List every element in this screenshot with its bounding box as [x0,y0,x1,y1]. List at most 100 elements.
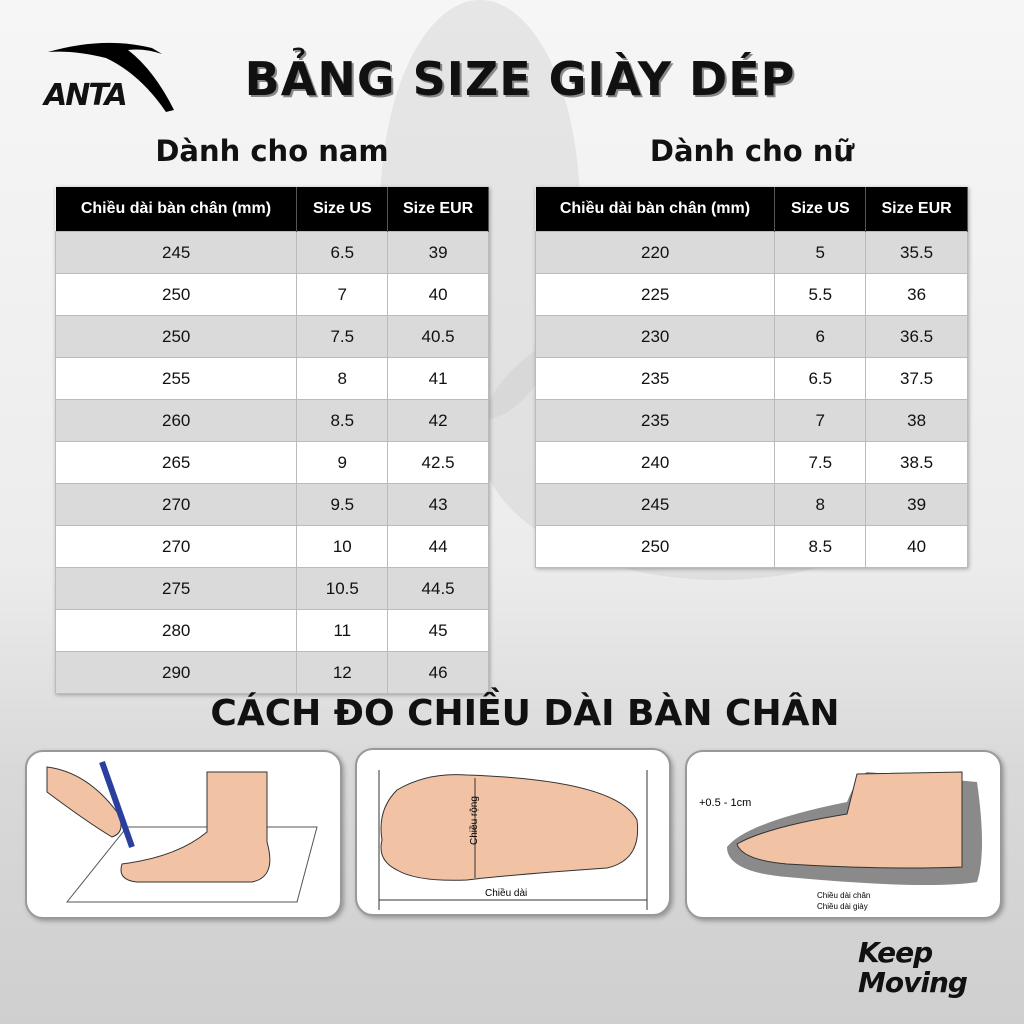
foot-length-cell: 260 [54,399,298,442]
foot-length-cell: 265 [54,441,298,484]
size-us-cell: 9 [296,441,389,484]
table-row: 235 6.5 37.5 [534,357,968,400]
column-header: Size US [296,187,389,232]
size-us-cell: 8 [296,357,389,400]
table-row: 240 7.5 38.5 [534,441,968,484]
table-row: 275 10.5 44.5 [54,567,489,610]
size-eur-cell: 43 [387,483,489,526]
size-eur-cell: 42.5 [387,441,489,484]
foot-length-cell: 255 [54,357,298,400]
foot-length-cell: 250 [54,315,298,358]
foot-length-cell: 245 [534,483,776,526]
measure-step-trace-illustration [25,750,342,919]
size-us-cell: 8.5 [774,525,867,568]
table-row: 255 8 41 [54,357,489,400]
size-us-cell: 10 [296,525,389,568]
measure-step-shoe-fit-illustration: +0.5 - 1cm Chiều dài chân Chiều dài giày [685,750,1002,919]
foot-dimensions-icon: Chiều rộng Chiều dài [378,770,648,910]
size-eur-cell: 38 [865,399,968,442]
allowance-label: +0.5 - 1cm [699,797,751,809]
size-eur-cell: 36 [865,273,968,316]
size-us-cell: 9.5 [296,483,389,526]
table-row: 235 7 38 [534,399,968,442]
size-us-cell: 6 [774,315,867,358]
foot-tracing-icon [46,761,318,903]
size-us-cell: 7.5 [296,315,389,358]
foot-width-label: Chiều rộng [468,796,480,845]
size-eur-cell: 42 [387,399,489,442]
foot-length-cell: 250 [534,525,776,568]
table-row: 250 7.5 40.5 [54,315,489,358]
table-row: 230 6 36.5 [534,315,968,358]
size-us-cell: 8 [774,483,867,526]
men-heading: Dành cho nam [155,134,389,168]
foot-length-cell: 250 [54,273,298,316]
table-row: 290 12 46 [54,651,489,694]
shoe-length-label: Chiều dài giày [817,902,868,911]
size-us-cell: 11 [296,609,389,652]
foot-length-label: Chiều dài [485,887,527,899]
size-eur-cell: 39 [387,231,489,274]
size-us-cell: 12 [296,651,389,694]
column-header: Size US [774,187,867,232]
size-eur-cell: 39 [865,483,968,526]
size-us-cell: 7 [774,399,867,442]
column-header: Size EUR [865,187,968,232]
size-eur-cell: 40.5 [387,315,489,358]
table-row: 270 10 44 [54,525,489,568]
shoe-fit-icon: +0.5 - 1cm Chiều dài chân Chiều dài giày [699,771,982,911]
size-us-cell: 10.5 [296,567,389,610]
table-row: 220 5 35.5 [534,231,968,274]
foot-length-cell: 270 [54,525,298,568]
size-eur-cell: 40 [865,525,968,568]
table-row: 260 8.5 42 [54,399,489,442]
size-eur-cell: 44 [387,525,489,568]
table-row: 270 9.5 43 [54,483,489,526]
table-row: 280 11 45 [54,609,489,652]
size-us-cell: 5.5 [774,273,867,316]
size-eur-cell: 36.5 [865,315,968,358]
size-us-cell: 6.5 [774,357,867,400]
foot-length-cell: 290 [54,651,298,694]
measure-heading: CÁCH ĐO CHIỀU DÀI BÀN CHÂN [210,693,840,734]
size-us-cell: 5 [774,231,867,274]
size-eur-cell: 44.5 [387,567,489,610]
table-row: 250 7 40 [54,273,489,316]
size-eur-cell: 41 [387,357,489,400]
slogan: Keep Moving [858,936,968,999]
foot-length-cell: 275 [54,567,298,610]
size-us-cell: 8.5 [296,399,389,442]
foot-length-cell: 280 [54,609,298,652]
table-row: 245 8 39 [534,483,968,526]
foot-length-cell: 235 [534,399,776,442]
size-eur-cell: 37.5 [865,357,968,400]
column-header: Size EUR [387,187,489,232]
women-heading: Dành cho nữ [649,134,855,168]
women-size-table: Chiều dài bàn chân (mm) Size US Size EUR… [534,187,968,568]
foot-length-cell: 225 [534,273,776,316]
size-us-cell: 7 [296,273,389,316]
foot-length-cell: 235 [534,357,776,400]
foot-length-cell: 270 [54,483,298,526]
size-us-cell: 6.5 [296,231,389,274]
measure-step-foot-dimensions-illustration: Chiều rộng Chiều dài [355,748,671,916]
slogan-line: Moving [858,966,968,999]
page-title: BẢNG SIZE GIÀY DÉP [244,52,796,106]
table-row: 245 6.5 39 [54,231,489,274]
size-us-cell: 7.5 [774,441,867,484]
column-header: Chiều dài bàn chân (mm) [55,187,298,232]
men-size-table: Chiều dài bàn chân (mm) Size US Size EUR… [54,187,489,694]
size-eur-cell: 40 [387,273,489,316]
size-eur-cell: 46 [387,651,489,694]
foot-length-cell: 220 [534,231,776,274]
table-row: 265 9 42.5 [54,441,489,484]
size-eur-cell: 38.5 [865,441,968,484]
size-eur-cell: 35.5 [865,231,968,274]
slogan-line: Keep [858,936,933,969]
foot-length-cell: 245 [54,231,298,274]
foot-length-cell: 240 [534,441,776,484]
size-eur-cell: 45 [387,609,489,652]
anta-logo-icon [48,42,174,112]
logo-text: ANTA [44,78,128,113]
column-header: Chiều dài bàn chân (mm) [535,187,776,232]
